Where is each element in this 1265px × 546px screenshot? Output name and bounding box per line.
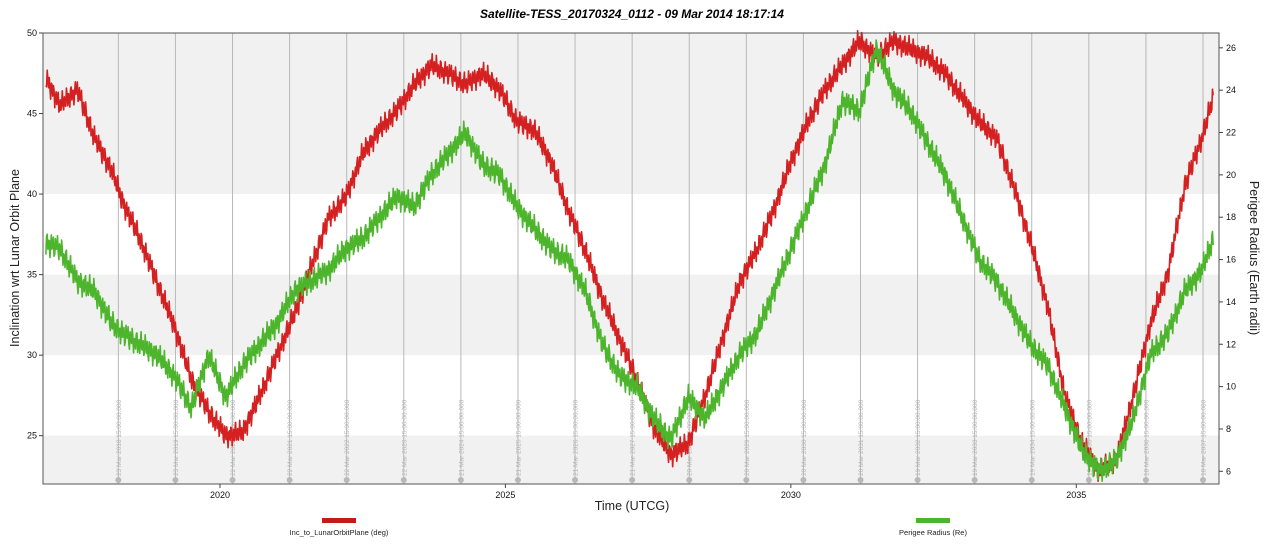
chart-title: Satellite-TESS_20170324_0112 - 09 Mar 20…	[480, 7, 784, 21]
plot-background	[43, 33, 1219, 484]
grid-band	[43, 113, 1219, 195]
epoch-marker	[914, 477, 921, 483]
epoch-marker	[115, 477, 122, 483]
epoch-label: 19 Mar 2035 15:00:00.000	[1086, 399, 1093, 476]
epoch-marker	[286, 477, 293, 483]
epoch-marker	[457, 477, 464, 483]
axes: 2020 2025 2030 2035 25 30 35 40 45 50 6 8 10 12 14 16 18…	[27, 28, 1236, 500]
y-right-tick-label: 12	[1226, 339, 1236, 349]
grid-band	[43, 435, 1219, 484]
legend-label-perigee: Perigee Radius (Re)	[899, 528, 967, 537]
y-right-tick-label: 10	[1226, 382, 1236, 392]
epoch-marker	[971, 477, 978, 483]
x-axis-label: Time (UTCG)	[595, 499, 670, 513]
x-tick-label: 2030	[781, 490, 801, 500]
y-left-tick-label: 25	[27, 431, 37, 441]
y-right-tick-label: 14	[1226, 297, 1236, 307]
x-tick-label: 2025	[495, 490, 515, 500]
series-layer	[45, 29, 1214, 483]
epoch-label: 23 Mar 2019 15:00:00.000	[173, 399, 180, 476]
y-right-tick-label: 8	[1226, 424, 1231, 434]
epoch-marker	[1085, 477, 1092, 483]
y-left-tick-label: 50	[27, 28, 37, 38]
epoch-marker	[629, 477, 636, 483]
y-right-tick-label: 20	[1226, 170, 1236, 180]
y-right-tick-label: 16	[1226, 255, 1236, 265]
y-axis-right-label: Perigee Radius (Earth radii)	[1247, 181, 1261, 335]
epoch-label: 19 Mar 2033 15:00:00.000	[972, 399, 979, 476]
x-tick-label: 2035	[1066, 490, 1086, 500]
y-right-tick-label: 24	[1226, 85, 1236, 95]
x-tick-label: 2020	[210, 490, 230, 500]
epoch-label: 21 Mar 2024 15:00:00.000	[458, 399, 465, 476]
epoch-marker	[800, 477, 807, 483]
y-right-tick-label: 26	[1226, 43, 1236, 53]
epoch-label: 19 Mar 2032 15:00:00.000	[915, 399, 922, 476]
y-left-tick-label: 35	[27, 270, 37, 280]
epoch-label: 21 Mar 2026 15:00:00.000	[573, 399, 580, 476]
epoch-label: 20 Mar 2030 15:00:00.000	[801, 399, 808, 476]
epoch-marker	[572, 477, 579, 483]
epoch-marker	[229, 477, 236, 483]
legend-swatch-inclination	[322, 518, 356, 523]
epoch-label: 22 Mar 2022 15:00:00.000	[344, 399, 351, 476]
y-right-tick-label: 22	[1226, 128, 1236, 138]
grid-band	[43, 33, 1219, 114]
y-axis-left-label: Inclination wrt Lunar Orbit Plane	[8, 169, 22, 347]
epoch-marker	[743, 477, 750, 483]
epoch-marker	[400, 477, 407, 483]
epoch-label: 21 Mar 2025 15:00:00.000	[515, 399, 522, 476]
epoch-label: 22 Mar 2023 15:00:00.000	[401, 399, 408, 476]
epoch-label: 20 Mar 2031 15:00:00.000	[858, 399, 865, 476]
epoch-marker	[514, 477, 521, 483]
epoch-marker	[1200, 477, 1207, 483]
epoch-marker	[172, 477, 179, 483]
y-left-tick-label: 30	[27, 350, 37, 360]
series-line-inclination	[45, 29, 1214, 483]
epoch-label: 21 Mar 2027 15:00:00.000	[630, 399, 637, 476]
epoch-label: 18 Mar 2037 15:00:00.000	[1201, 399, 1208, 476]
epoch-gridlines	[115, 33, 1207, 484]
plot-frame	[42, 32, 1220, 485]
legend-item-inclination: Inc_to_LunarOrbitPlane (deg)	[290, 518, 389, 537]
epoch-label: 19 Mar 2034 15:00:00.000	[1029, 399, 1036, 476]
epoch-marker	[1028, 477, 1035, 483]
series-line-perigee-radius	[45, 39, 1214, 483]
y-left-tick-label: 45	[27, 109, 37, 119]
y-left-tick-label: 40	[27, 189, 37, 199]
epoch-marker	[343, 477, 350, 483]
legend-label-inclination: Inc_to_LunarOrbitPlane (deg)	[290, 528, 389, 537]
epoch-marker	[857, 477, 864, 483]
epoch-marker	[686, 477, 693, 483]
epoch-label: 22 Mar 2021 15:00:00.000	[287, 399, 294, 476]
epoch-label: 18 Mar 2036 15:00:00.000	[1143, 399, 1150, 476]
legend-swatch-perigee	[916, 518, 950, 523]
legend: Inc_to_LunarOrbitPlane (deg) Perigee Rad…	[290, 518, 967, 537]
legend-item-perigee: Perigee Radius (Re)	[899, 518, 967, 537]
y-right-tick-label: 6	[1226, 466, 1231, 476]
y-right-tick-label: 18	[1226, 212, 1236, 222]
epoch-label: 23 Mar 2018 15:00:00.000	[116, 399, 123, 476]
epoch-marker	[1142, 477, 1149, 483]
epoch-label: 20 Mar 2029 15:00:00.000	[744, 399, 751, 476]
